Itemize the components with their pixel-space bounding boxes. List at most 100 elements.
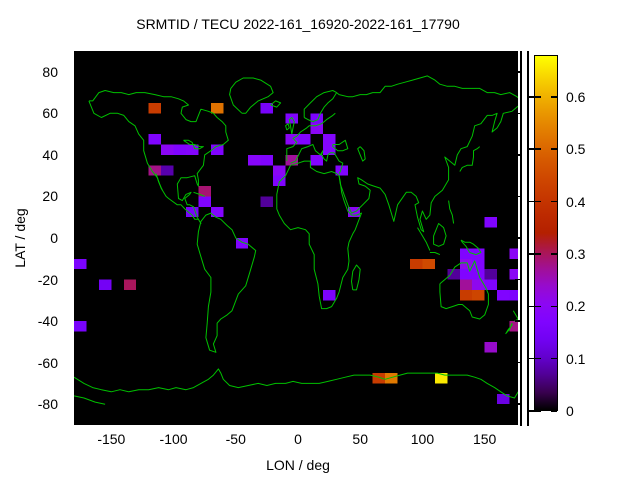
heatmap-cell [459,289,473,301]
colorbar-tick-left [535,305,541,308]
coastline-path [286,112,336,162]
colorbar-gradient [534,55,558,411]
colorbar-tick-right [551,357,557,360]
heatmap-cell [472,289,485,301]
y-tick-label: -20 [37,271,58,288]
heatmap-cell [484,269,498,280]
coastline-path [74,395,106,405]
heatmap-cell [285,154,298,166]
colorbar-tick-left [535,96,541,98]
heatmap-cell [434,373,448,384]
colorbar-mirror-tick [527,305,535,308]
coastline-path [338,105,518,233]
colorbar-mirror-axis [527,51,529,426]
heatmap-cell [161,165,174,176]
heatmap-cell [459,258,473,270]
colorbar-mirror-tick [527,200,535,203]
colorbar-tick-right [551,253,557,255]
y-tick-label: 20 [42,188,58,205]
heatmap-cell [385,373,398,384]
coastline-path [433,223,447,247]
heatmap-cell [235,238,249,249]
colorbar-mirror-tick [527,410,535,412]
coastline-path [285,123,290,131]
coastline-path [193,191,205,197]
colorbar-tick-left [535,357,541,360]
coastline-path [270,100,282,108]
colorbar-tick-right [551,305,557,308]
coastline-path [276,160,362,310]
heatmap-cell [497,289,510,301]
y-tick-mark-right [515,112,521,115]
heatmap-cell [186,206,199,218]
colorbar-tick-left [535,410,541,412]
x-tick-label: -50 [225,431,246,447]
heatmap-cell [161,144,174,155]
heatmap-cell [310,154,323,166]
colorbar-tick-left [535,253,541,255]
heatmap-cell [335,165,348,176]
coastline-path [74,368,518,399]
coastline-path [229,77,274,114]
coastline-path [196,212,257,353]
heatmap-cell [248,154,261,166]
heatmap-cell [509,321,518,332]
coastline-path [183,139,204,150]
y-tick-mark-right [515,403,521,405]
heatmap-cell [210,206,224,218]
y-tick-label: -40 [37,313,58,330]
coastline-path [351,264,361,291]
coastline-path [303,90,338,123]
heatmap-cell [148,165,162,176]
heatmap-cell [260,196,274,207]
heatmap-cell [447,269,460,280]
coastline-path [429,252,441,256]
coastline-path [290,144,344,174]
colorbar-tick-label: 0.1 [566,350,586,367]
heatmap-cell [472,279,485,290]
y-tick-mark-right [515,71,521,73]
y-tick-mark-right [515,154,521,156]
coastline-path [417,227,431,251]
x-axis-label: LON / deg [266,457,330,473]
heatmap-cell [322,144,336,155]
colorbar-tick-left [535,200,541,203]
heatmap-cell [484,279,498,290]
coastline-path [88,90,229,224]
heatmap-cell [310,123,323,135]
y-tick-mark-right [515,320,521,322]
y-tick-label: 0 [50,230,58,246]
heatmap-cell [422,258,435,270]
coastline-path [505,323,513,335]
plot-right-border [520,51,522,426]
x-tick-label: -100 [159,431,188,447]
colorbar-tick-right [551,96,557,98]
coastline-path [288,117,295,135]
coastline-path [459,146,481,172]
heatmap-cell [173,144,186,155]
heatmap-cell [210,144,224,155]
colorbar-tick-right [551,148,557,150]
heatmap-cell [273,175,286,187]
heatmap-cell [484,341,498,353]
heatmap-cell [260,102,274,114]
colorbar-tick-label: 0.5 [566,141,586,158]
heatmap-cell [509,269,518,280]
heatmap-cell [298,134,311,145]
heatmap-cell [186,144,199,155]
colorbar-tick-right [551,410,557,412]
y-tick-label: 80 [42,63,58,80]
heatmap-cell [497,393,510,405]
heatmap-cell [310,113,323,124]
colorbar-mirror-tick [527,357,535,360]
colorbar-mirror-tick [527,96,535,98]
y-tick-label: 40 [42,146,58,163]
heatmap-cell [98,279,112,290]
y-tick-mark-right [515,237,521,239]
colorbar-tick-label: 0.2 [566,298,586,315]
y-tick-mark-right [515,361,521,364]
heatmap-cell [509,248,518,259]
heatmap-cell [198,186,211,197]
x-tick-label: 0 [294,431,302,447]
